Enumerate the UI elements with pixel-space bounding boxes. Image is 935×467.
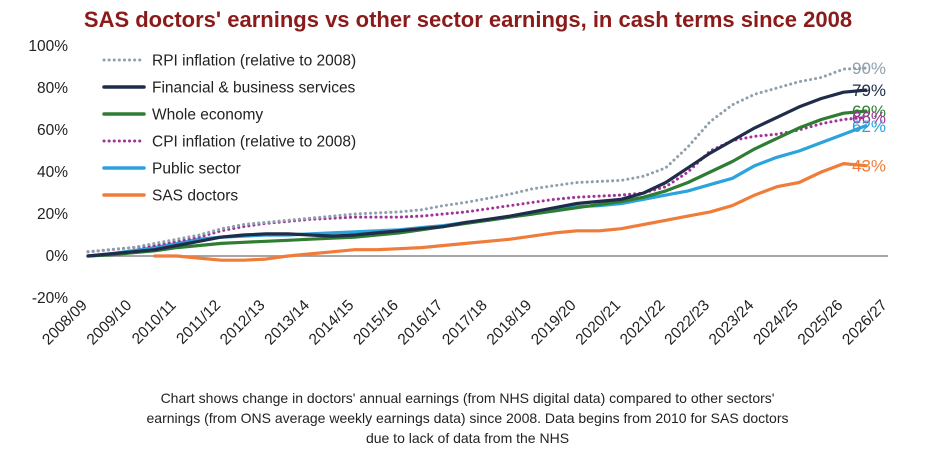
x-tick-label: 2025/26 — [795, 297, 847, 349]
y-tick-label: 80% — [37, 80, 68, 97]
x-tick-label: 2015/16 — [350, 297, 402, 349]
x-axis: 2008/092009/102010/112011/122012/132013/… — [39, 255, 891, 349]
y-tick-label: 20% — [37, 206, 68, 223]
caption-line-3: due to lack of data from the NHS — [365, 430, 570, 446]
series-line-0 — [86, 66, 868, 254]
chart-title: SAS doctors' earnings vs other sector ea… — [84, 7, 852, 32]
end-label-5: 43% — [852, 157, 886, 176]
x-tick-label: 2026/27 — [839, 297, 891, 349]
caption-line-1: Chart shows change in doctors' annual ea… — [160, 390, 775, 406]
y-tick-label: 100% — [28, 38, 68, 55]
x-tick-label: 2010/11 — [129, 297, 180, 348]
y-axis: -20% 0% 20% 40% 60% 80% 100% — [28, 38, 68, 307]
legend-label-5: SAS doctors — [152, 188, 238, 205]
legend-label-0: RPI inflation (relative to 2008) — [152, 53, 356, 70]
y-tick-label: 60% — [37, 122, 68, 139]
chart-caption: Chart shows change in doctors' annual ea… — [60, 388, 875, 448]
x-tick-label: 2016/17 — [395, 297, 447, 349]
end-label-3: 66% — [852, 108, 886, 127]
y-tick-label: 0% — [46, 248, 69, 265]
end-label-4: 62% — [852, 117, 886, 136]
x-tick-label: 2012/13 — [217, 297, 269, 349]
x-tick-label: 2024/25 — [750, 297, 802, 349]
legend-label-1: Financial & business services — [152, 80, 356, 97]
x-tick-label: 2023/24 — [706, 297, 758, 349]
y-tick-label: -20% — [32, 290, 68, 307]
x-tick-label: 2014/15 — [306, 297, 358, 349]
legend-label-3: CPI inflation (relative to 2008) — [152, 134, 356, 151]
x-tick-label: 2011/12 — [173, 297, 224, 348]
series-line-5 — [153, 162, 868, 262]
end-label-1: 79% — [852, 81, 886, 100]
end-labels: 90% 79% 69%66%62% 43% — [852, 59, 886, 176]
x-tick-label: 2019/20 — [528, 297, 580, 349]
series-lines — [86, 66, 868, 262]
legend-label-2: Whole economy — [152, 107, 263, 124]
x-tick-label: 2009/10 — [84, 297, 136, 349]
x-tick-label: 2017/18 — [439, 297, 491, 349]
x-tick-label: 2013/14 — [261, 297, 313, 349]
end-label-0: 90% — [852, 59, 886, 78]
caption-line-2: earnings (from ONS average weekly earnin… — [146, 410, 789, 426]
x-tick-label: 2018/19 — [484, 297, 536, 349]
y-tick-label: 40% — [37, 164, 68, 181]
legend: RPI inflation (relative to 2008) Financia… — [102, 53, 356, 205]
legend-label-4: Public sector — [152, 161, 241, 178]
x-tick-label: 2022/23 — [661, 297, 713, 349]
end-label-2: 69% — [852, 102, 886, 121]
x-tick-label: 2020/21 — [573, 297, 625, 349]
series-line-1 — [86, 88, 868, 258]
x-tick-label: 2021/22 — [617, 297, 669, 349]
